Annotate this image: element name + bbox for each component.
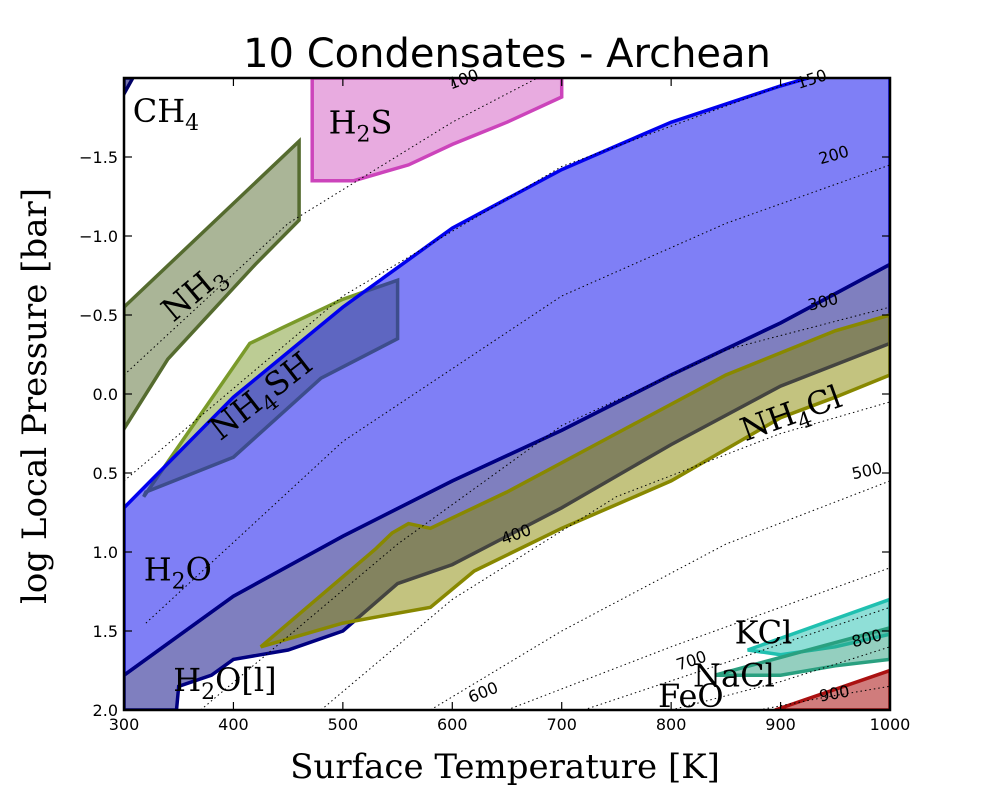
x-tick-label: 1000 [870,715,911,734]
isotherm-700 [583,606,890,710]
y-tick-label: 1.0 [93,543,118,562]
region-ch4 [124,78,135,98]
x-tick-label: 800 [656,715,687,734]
isotherm-400 [320,401,890,710]
x-tick-label: 900 [765,715,796,734]
condensate-regions [124,78,890,710]
y-axis-label: log Local Pressure [bar] [15,188,55,604]
y-tick-label: −0.5 [79,306,118,325]
x-tick-label: 700 [546,715,577,734]
isotherm-label-500: 500 [850,458,884,483]
y-tick-label: 2.0 [93,701,118,720]
x-tick-label: 600 [437,715,468,734]
label-h2s: H2S [329,103,393,147]
isotherm-500 [430,480,890,710]
y-axis-ticks: −1.5 −1.0 −0.5 0.0 0.5 1.0 1.5 2.0 [79,148,890,720]
region-feo [774,668,890,710]
region-nh3 [124,137,301,433]
isotherm-600 [506,567,890,710]
label-nacl: NaCl [693,656,775,694]
x-axis-ticks: 300 400 500 600 700 800 900 1000 [109,78,911,734]
y-tick-label: 0.5 [93,464,118,483]
isotherm-label-600: 600 [465,678,500,707]
y-tick-label: 1.5 [93,622,118,641]
label-kcl: KCl [735,614,793,652]
chart-title: 10 Condensates - Archean [243,31,771,77]
x-tick-label: 400 [218,715,249,734]
region-nh4cl [259,313,890,649]
label-feo: FeO [658,677,724,715]
label-h2o: H2O [144,550,212,594]
label-h2ol: H2O[l] [173,661,276,705]
x-axis-label: Surface Temperature [K] [290,747,720,787]
isotherm-800 [670,646,890,710]
label-ch4: CH4 [133,92,199,136]
y-tick-label: −1.0 [79,227,118,246]
isotherm-150 [124,78,815,482]
x-tick-label: 300 [109,715,140,734]
x-tick-label: 500 [328,715,359,734]
region-nacl [714,625,890,677]
isotherm-100 [124,78,539,376]
isotherm-300 [200,306,890,710]
y-tick-label: 0.0 [93,385,118,404]
isotherm-lines [124,78,890,710]
y-tick-label: −1.5 [79,148,118,167]
